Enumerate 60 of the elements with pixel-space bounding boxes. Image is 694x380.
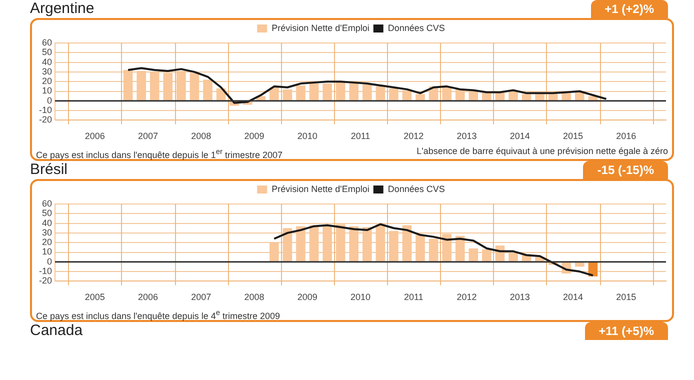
y-tick-label: 40 [42, 56, 52, 67]
x-tick-label: 2009 [297, 292, 318, 302]
x-tick-label: 2006 [138, 292, 158, 302]
bar [416, 94, 425, 100]
x-tick-label: 2012 [456, 292, 477, 302]
legend-label: Données CVS [388, 22, 445, 33]
legend-label: Données CVS [388, 184, 445, 194]
x-tick-label: 2006 [84, 131, 105, 142]
x-tick-label: 2015 [616, 292, 636, 302]
chart-title: Argentine [30, 0, 94, 17]
x-tick-label: 2008 [191, 131, 212, 142]
text: L'absence de barre équivaut à une prévision nette égale à zéro [416, 145, 668, 158]
x-tick-label: 2014 [563, 292, 584, 302]
y-tick-label: 0 [46, 95, 52, 106]
text: +1 (+2)% [590, 0, 668, 18]
x-tick-label: 2010 [350, 292, 371, 302]
y-tick-label: 40 [42, 218, 52, 228]
y-tick-label: 10 [42, 246, 52, 257]
y-tick-label: 60 [42, 198, 52, 208]
y-tick-label: -20 [38, 114, 52, 125]
x-tick-label: 2013 [510, 292, 530, 302]
y-tick-label: 20 [42, 237, 52, 248]
chart-title: Brésil [30, 161, 68, 178]
y-tick-label: 50 [42, 208, 52, 218]
text: Ce pays est inclus dans l'enquête depuis le 4$^{e}$ trimestre 2009 [36, 307, 280, 321]
x-tick-label: 2008 [244, 292, 264, 302]
x-tick-label: 2012 [404, 131, 424, 142]
y-tick-label: -10 [38, 105, 52, 116]
x-tick-label: 2011 [404, 292, 424, 302]
y-tick-label: 50 [42, 47, 52, 58]
x-tick-label: 2007 [138, 131, 158, 142]
x-tick-label: 2005 [84, 292, 105, 302]
x-tick-label: 2014 [510, 131, 530, 142]
y-tick-label: -20 [38, 276, 52, 286]
bar [535, 94, 544, 100]
x-tick-label: 2007 [191, 292, 212, 302]
y-tick-label: 30 [42, 227, 52, 238]
y-tick-label: 30 [42, 66, 52, 76]
y-tick-label: 10 [42, 86, 52, 96]
y-tick-label: 60 [42, 37, 52, 48]
y-tick-label: -10 [38, 266, 52, 276]
bar [588, 262, 598, 276]
bar [562, 93, 572, 100]
text: -15 (-15)% [583, 161, 668, 179]
x-tick-label: 2016 [616, 131, 636, 142]
y-tick-label: 20 [42, 76, 52, 86]
x-tick-label: 2015 [563, 131, 584, 142]
legend-label: Prévision Nette d'Emploi [272, 22, 370, 33]
x-tick-label: 2009 [244, 131, 264, 142]
legend-label: Prévision Nette d'Emploi [272, 184, 370, 194]
text: +11 (+5)% [584, 322, 668, 340]
bar [575, 262, 584, 267]
bar [522, 94, 532, 100]
bar [548, 94, 558, 100]
y-tick-label: 0 [46, 256, 52, 266]
x-tick-label: 2010 [297, 131, 318, 142]
x-tick-label: 2013 [456, 131, 477, 142]
text: Canada [30, 322, 83, 339]
x-tick-label: 2011 [350, 131, 370, 142]
text: Ce pays est inclus dans l'enquête depuis le 1$^{er}$ trimestre 2007 [36, 146, 283, 160]
